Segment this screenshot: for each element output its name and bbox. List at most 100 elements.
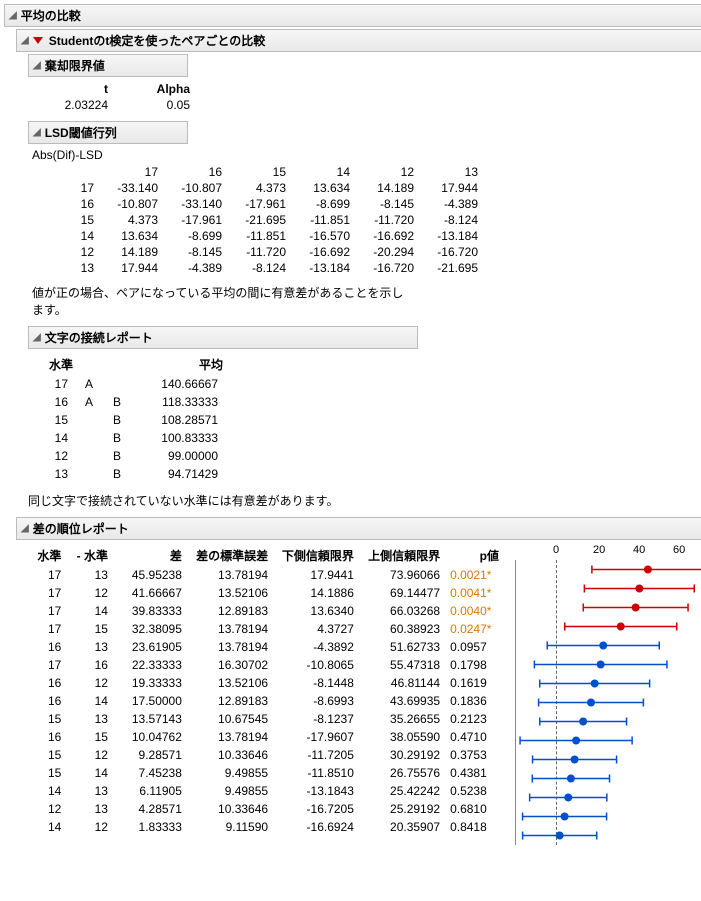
letters-letter: B xyxy=(104,430,130,446)
lsd-cell: -11.851 xyxy=(288,212,352,228)
lsd-col: 13 xyxy=(416,164,480,180)
disclosure-icon[interactable]: ◢ xyxy=(33,60,41,71)
title-main: 平均の比較 xyxy=(21,7,81,24)
lsd-rowlabel: 13 xyxy=(32,260,96,276)
title-diff: 差の順位レポート xyxy=(33,520,129,537)
lsd-cell: -21.695 xyxy=(416,260,480,276)
lsd-col: 12 xyxy=(352,164,416,180)
section-mean-comparison[interactable]: ◢ 平均の比較 xyxy=(4,4,701,27)
letters-letter: B xyxy=(104,412,130,428)
section-crit[interactable]: ◢ 棄却限界値 xyxy=(28,54,188,77)
lsd-cell: 4.373 xyxy=(96,212,160,228)
diff-row: 14121.833339.11590 -16.692420.359070.841… xyxy=(26,819,503,835)
lsd-cell: -10.807 xyxy=(96,196,160,212)
lsd-cell: -11.720 xyxy=(352,212,416,228)
disclosure-icon[interactable]: ◢ xyxy=(33,127,41,138)
lsd-cell: 4.373 xyxy=(224,180,288,196)
diff-row: 161219.3333313.52106 -8.144846.811440.16… xyxy=(26,675,503,691)
lsd-cell: -11.851 xyxy=(224,228,288,244)
crit-content: t Alpha 2.03224 0.05 xyxy=(32,81,701,113)
diff-row: 161417.5000012.89183 -8.699343.699350.18… xyxy=(26,693,503,709)
section-letters[interactable]: ◢ 文字の接続レポート xyxy=(28,326,418,349)
lsd-cell: -8.124 xyxy=(224,260,288,276)
letters-level: 12 xyxy=(34,448,74,464)
lsd-rowlabel: 14 xyxy=(32,228,96,244)
lsd-cell: 17.944 xyxy=(416,180,480,196)
letters-level: 14 xyxy=(34,430,74,446)
disclosure-icon[interactable]: ◢ xyxy=(9,10,17,21)
section-diff[interactable]: ◢ 差の順位レポート xyxy=(16,517,701,540)
letters-level: 15 xyxy=(34,412,74,428)
lsd-col: 15 xyxy=(224,164,288,180)
letters-mean: 118.33333 xyxy=(132,394,224,410)
diff-row: 171622.3333316.30702 -10.806555.473180.1… xyxy=(26,657,503,673)
lsd-col: 17 xyxy=(96,164,160,180)
diff-row: 15147.452389.49855 -11.851026.755760.438… xyxy=(26,765,503,781)
lsd-cell: -8.145 xyxy=(352,196,416,212)
letters-table: 水準平均17A140.6666716AB118.3333315B108.2857… xyxy=(32,353,226,484)
letters-letter xyxy=(104,376,130,392)
letters-note: 同じ文字で接続されていない水準には有意差があります。 xyxy=(28,492,701,509)
lsd-cell: -8.145 xyxy=(160,244,224,260)
lsd-cell: 17.944 xyxy=(96,260,160,276)
lsd-col: 14 xyxy=(288,164,352,180)
section-lsd[interactable]: ◢ LSD閾値行列 xyxy=(28,121,188,144)
axis-labels: 0204060 xyxy=(515,544,701,560)
letters-level: 13 xyxy=(34,466,74,482)
disclosure-icon[interactable]: ◢ xyxy=(21,523,29,534)
lsd-cell: -10.807 xyxy=(160,180,224,196)
hotspot-icon[interactable] xyxy=(33,37,43,44)
letters-h-mean: 平均 xyxy=(132,355,224,374)
letters-letter: B xyxy=(104,466,130,482)
letters-h-level: 水準 xyxy=(34,355,74,374)
lsd-cell: -16.720 xyxy=(352,260,416,276)
lsd-cell: -33.140 xyxy=(160,196,224,212)
lsd-cell: -16.692 xyxy=(288,244,352,260)
section-student-t[interactable]: ◢ Studentのt検定を使ったペアごとの比較 xyxy=(16,29,701,52)
lsd-cell: 14.189 xyxy=(96,244,160,260)
letters-mean: 140.66667 xyxy=(132,376,224,392)
letters-content: 水準平均17A140.6666716AB118.3333315B108.2857… xyxy=(32,353,701,509)
letters-letter xyxy=(76,412,102,428)
diff-row: 151313.5714310.67545 -8.123735.266550.21… xyxy=(26,711,503,727)
letters-letter: A xyxy=(76,376,102,392)
letters-level: 17 xyxy=(34,376,74,392)
lsd-cell: -20.294 xyxy=(352,244,416,260)
lsd-cell: -8.699 xyxy=(288,196,352,212)
lsd-content: Abs(Dif)-LSD 17161514121317-33.140-10.80… xyxy=(32,148,701,318)
lsd-table: 17161514121317-33.140-10.8074.37313.6341… xyxy=(32,164,480,276)
lsd-cell: -8.699 xyxy=(160,228,224,244)
lsd-cell: -13.184 xyxy=(416,228,480,244)
crit-alpha: 0.05 xyxy=(114,97,196,113)
abs-dif-label: Abs(Dif)-LSD xyxy=(32,148,701,162)
lsd-rowlabel: 16 xyxy=(32,196,96,212)
lsd-cell: -33.140 xyxy=(96,180,160,196)
diff-row: 15129.2857110.33646 -11.720530.291920.37… xyxy=(26,747,503,763)
letters-mean: 94.71429 xyxy=(132,466,224,482)
letters-letter: B xyxy=(104,448,130,464)
diff-row: 171241.6666713.52106 14.188669.144770.00… xyxy=(26,585,503,601)
lsd-rowlabel: 12 xyxy=(32,244,96,260)
diff-row: 161323.6190513.78194 -4.389251.627330.09… xyxy=(26,639,503,655)
lsd-cell: -21.695 xyxy=(224,212,288,228)
lsd-cell: -4.389 xyxy=(160,260,224,276)
title-lsd: LSD閾値行列 xyxy=(45,124,117,141)
lsd-cell: 13.634 xyxy=(288,180,352,196)
lsd-rowlabel: 17 xyxy=(32,180,96,196)
lsd-col: 16 xyxy=(160,164,224,180)
disclosure-icon[interactable]: ◢ xyxy=(33,332,41,343)
diff-row: 171345.9523813.78194 17.944173.960660.00… xyxy=(26,567,503,583)
diff-table: 水準- 水準 差差の標準誤差 下側信頼限界上側信頼限界 p値 171345.95… xyxy=(24,544,505,837)
diff-content: 水準- 水準 差差の標準誤差 下側信頼限界上側信頼限界 p値 171345.95… xyxy=(24,544,701,845)
crit-table: t Alpha 2.03224 0.05 xyxy=(32,81,196,113)
title-student: Studentのt検定を使ったペアごとの比較 xyxy=(49,32,266,49)
ci-chart: 0204060 xyxy=(515,544,701,845)
letters-level: 16 xyxy=(34,394,74,410)
lsd-cell: -17.961 xyxy=(224,196,288,212)
letters-mean: 99.00000 xyxy=(132,448,224,464)
disclosure-icon[interactable]: ◢ xyxy=(21,35,29,46)
lsd-cell: -11.720 xyxy=(224,244,288,260)
lsd-note: 値が正の場合、ペアになっている平均の間に有意差があることを示します。 xyxy=(32,284,412,318)
title-crit: 棄却限界値 xyxy=(45,57,105,74)
letters-mean: 108.28571 xyxy=(132,412,224,428)
